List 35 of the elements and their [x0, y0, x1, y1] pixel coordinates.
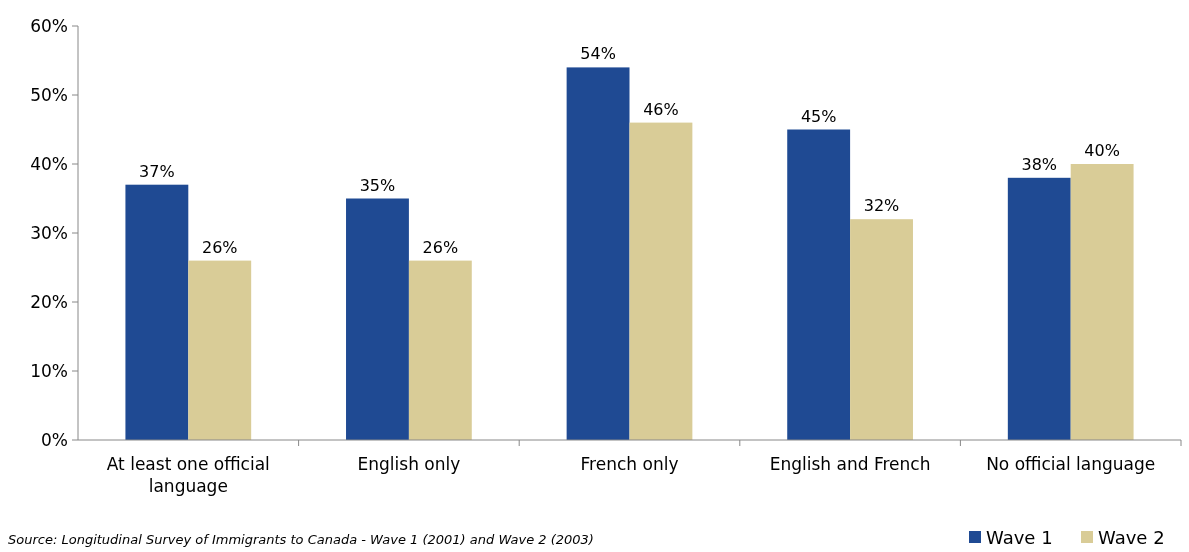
data-label: 32% [863, 196, 900, 216]
y-tick-label: 20% [30, 291, 68, 312]
x-tick-label: English and French [769, 454, 931, 474]
x-tick-label: French only [580, 454, 679, 474]
bar [1070, 164, 1134, 440]
y-tick-label: 30% [30, 222, 68, 243]
data-label: 26% [201, 237, 238, 257]
bar [566, 67, 630, 440]
y-tick-label: 40% [30, 153, 68, 174]
y-tick-label: 60% [30, 15, 68, 36]
x-tick-label: No official language [986, 454, 1156, 474]
bar [1007, 177, 1071, 440]
legend-label: Wave 1 [986, 527, 1053, 549]
bar [629, 122, 693, 440]
y-tick-label: 10% [30, 360, 68, 381]
bar [346, 198, 409, 440]
bar [125, 184, 189, 440]
data-label: 40% [1084, 141, 1120, 160]
x-tick-label: English only [357, 454, 461, 474]
y-tick-label: 0% [41, 429, 68, 450]
data-label: 45% [800, 106, 837, 126]
data-label: 35% [359, 175, 396, 195]
data-label: 37% [139, 161, 175, 181]
legend-label: Wave 2 [1098, 527, 1165, 549]
bar [787, 129, 851, 440]
bar [850, 219, 913, 440]
data-label: 26% [422, 237, 459, 257]
x-tick-label: At least one official language [106, 454, 270, 496]
source-note: Source: Longitudinal Survey of Immigrants to Canada - Wave 1 (2001) and Wave 2 (2003) [8, 532, 594, 547]
bar [188, 260, 252, 440]
data-label: 46% [643, 99, 679, 119]
y-tick-label: 50% [30, 84, 68, 105]
data-label: 38% [1021, 154, 1058, 174]
data-label: 54% [580, 44, 616, 64]
bar [408, 260, 472, 440]
